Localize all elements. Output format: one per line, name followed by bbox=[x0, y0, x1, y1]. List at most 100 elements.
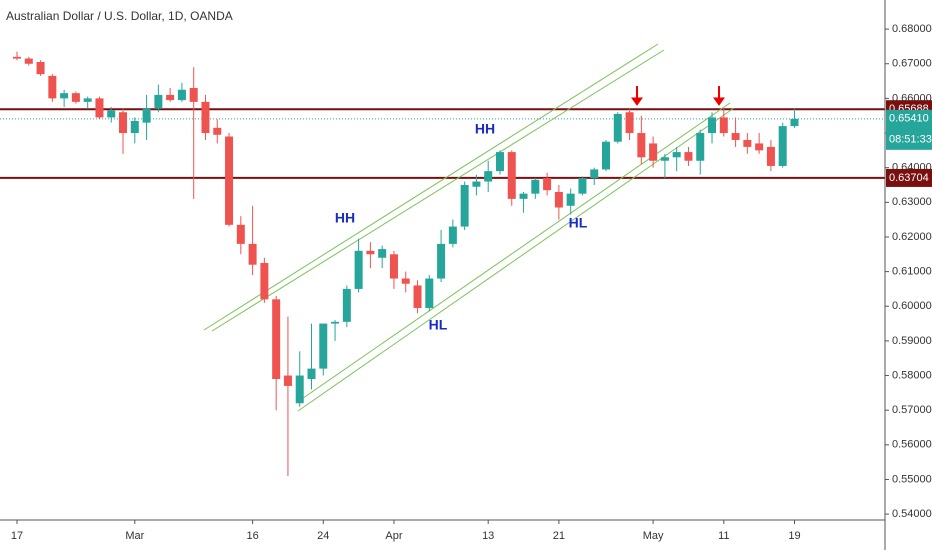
candle-body bbox=[295, 375, 304, 404]
candle-body bbox=[378, 249, 387, 258]
candle-body bbox=[590, 169, 599, 179]
candle-body bbox=[708, 117, 717, 134]
candle-body bbox=[519, 193, 528, 199]
candle-body bbox=[743, 139, 752, 147]
x-tick-label: 11 bbox=[718, 530, 729, 542]
candle-body bbox=[578, 178, 587, 194]
y-tick-label: 0.63000 bbox=[892, 196, 932, 208]
candle-body bbox=[354, 250, 363, 289]
x-tick-label: 13 bbox=[482, 530, 494, 542]
candle-body bbox=[566, 193, 575, 206]
candle-body bbox=[484, 171, 493, 182]
candle-body bbox=[36, 62, 45, 75]
candle-body bbox=[307, 368, 316, 380]
last-price-label: 0.65410 bbox=[889, 113, 929, 125]
candle-body bbox=[142, 108, 151, 123]
candle-body bbox=[460, 184, 469, 227]
y-tick-label: 0.55000 bbox=[892, 473, 932, 485]
x-tick-label: May bbox=[643, 530, 664, 542]
candle-body bbox=[790, 118, 799, 127]
chart-title: Australian Dollar / U.S. Dollar, 1D, OAN… bbox=[6, 9, 233, 23]
last-price-tag bbox=[886, 109, 932, 150]
candle-body bbox=[366, 250, 375, 255]
candle-body bbox=[531, 179, 540, 194]
x-tick-label: Apr bbox=[385, 530, 402, 542]
candles bbox=[13, 51, 799, 477]
x-tick-label: 16 bbox=[246, 530, 258, 542]
arrows bbox=[631, 86, 725, 106]
candle-body bbox=[260, 262, 269, 300]
candle-body bbox=[331, 321, 340, 324]
channel-line bbox=[295, 102, 731, 404]
y-tick-label: 0.68000 bbox=[892, 23, 932, 35]
y-tick-label: 0.57000 bbox=[892, 404, 932, 416]
candle-body bbox=[554, 191, 563, 208]
candle-body bbox=[637, 133, 646, 158]
candle-body bbox=[543, 178, 552, 191]
candle-body bbox=[425, 278, 434, 308]
y-tick-label: 0.54000 bbox=[892, 508, 932, 520]
x-tick-label: 19 bbox=[788, 530, 800, 542]
candle-body bbox=[201, 101, 210, 134]
y-tick-label: 0.62000 bbox=[892, 231, 932, 243]
candle-body bbox=[625, 112, 634, 134]
candle-body bbox=[684, 152, 693, 161]
candle-body bbox=[613, 113, 622, 142]
y-tick-label: 0.67000 bbox=[892, 58, 932, 70]
candle-body bbox=[83, 98, 92, 102]
candle-body bbox=[507, 152, 516, 199]
candle-body bbox=[283, 375, 292, 386]
candle-body bbox=[696, 133, 705, 161]
annotation: HH bbox=[335, 210, 355, 226]
candle-body bbox=[24, 58, 33, 64]
candle-body bbox=[213, 127, 222, 135]
candle-body bbox=[342, 288, 351, 322]
candle-body bbox=[119, 112, 128, 134]
x-tick-label: 24 bbox=[317, 530, 329, 542]
channel-line bbox=[211, 49, 665, 332]
countdown-label: 08:51:33 bbox=[889, 134, 932, 146]
arrow-head bbox=[713, 97, 725, 106]
candle-body bbox=[660, 157, 669, 161]
candle-body bbox=[71, 93, 80, 102]
candle-body bbox=[472, 181, 481, 187]
candle-body bbox=[389, 254, 398, 279]
x-tick-label: 21 bbox=[553, 530, 565, 542]
annotation: HL bbox=[429, 317, 448, 333]
channel-line bbox=[203, 43, 659, 331]
level-label: 0.63704 bbox=[889, 172, 929, 184]
candle-body bbox=[766, 146, 775, 166]
x-tick-label: Mar bbox=[125, 530, 144, 542]
candle-body bbox=[437, 243, 446, 279]
annotation: HL bbox=[569, 215, 588, 231]
candle-body bbox=[13, 56, 21, 59]
candle-body bbox=[189, 87, 198, 102]
candle-body bbox=[48, 75, 57, 99]
candle-body bbox=[319, 323, 328, 369]
candle-body bbox=[731, 133, 740, 140]
candle-body bbox=[177, 89, 186, 101]
candle-body bbox=[154, 94, 163, 109]
y-tick-label: 0.59000 bbox=[892, 335, 932, 347]
arrow-head bbox=[631, 97, 643, 106]
candle-body bbox=[778, 126, 787, 166]
candle-body bbox=[272, 299, 281, 380]
candle-body bbox=[602, 141, 610, 170]
candle-body bbox=[236, 224, 245, 244]
level-tag bbox=[886, 168, 932, 187]
candle-body bbox=[672, 152, 681, 158]
y-tick-label: 0.60000 bbox=[892, 300, 932, 312]
candle-body bbox=[95, 98, 104, 118]
candle-body bbox=[719, 117, 728, 134]
candle-body bbox=[130, 120, 139, 134]
annotation: HH bbox=[475, 121, 495, 137]
candle-body bbox=[107, 110, 116, 118]
y-tick-label: 0.58000 bbox=[892, 369, 932, 381]
candle-body bbox=[448, 226, 457, 244]
candle-body bbox=[60, 93, 69, 99]
y-tick-label: 0.56000 bbox=[892, 439, 932, 451]
candle-body bbox=[649, 143, 658, 161]
candle-body bbox=[225, 136, 234, 225]
